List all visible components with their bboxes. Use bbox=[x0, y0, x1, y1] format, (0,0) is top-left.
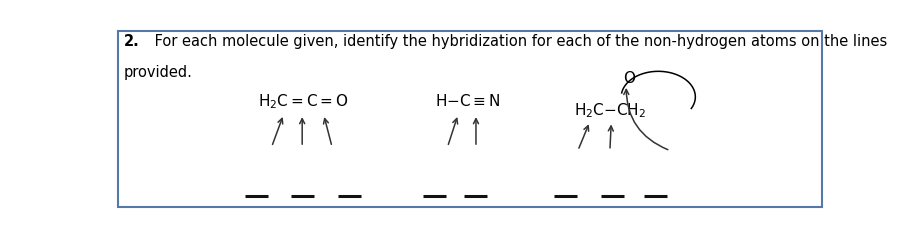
Text: provided.: provided. bbox=[123, 65, 192, 80]
Text: $\rm H_2C{=}C{=}O$: $\rm H_2C{=}C{=}O$ bbox=[258, 92, 349, 111]
Text: $\rm H{-}C{\equiv}N$: $\rm H{-}C{\equiv}N$ bbox=[435, 93, 500, 109]
Text: 2.: 2. bbox=[123, 34, 139, 49]
Text: For each molecule given, identify the hybridization for each of the non-hydrogen: For each molecule given, identify the hy… bbox=[151, 34, 888, 49]
Text: $\rm O$: $\rm O$ bbox=[623, 70, 636, 86]
Text: $\rm H_2C{-}CH_2$: $\rm H_2C{-}CH_2$ bbox=[573, 101, 646, 120]
